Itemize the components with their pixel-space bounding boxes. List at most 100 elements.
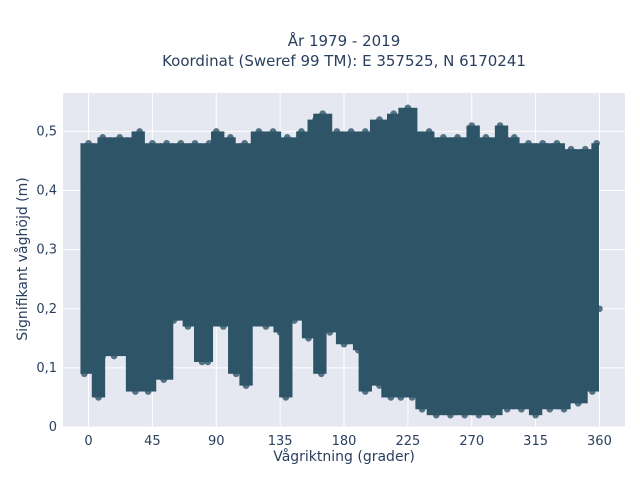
scatter-point [204,358,212,366]
y-tick-label: 0,1 [36,361,57,376]
scatter-point [198,358,206,366]
x-tick-label: 0 [84,434,92,449]
scatter-point [511,134,518,141]
scatter-point [88,346,95,354]
scatter-point [312,116,319,123]
scatter-cloud-segment [517,143,526,410]
scatter-cloud-segment [171,143,179,321]
scatter-cloud-segment [358,131,367,392]
scatter-point [149,139,156,147]
scatter-cloud-segment [142,143,151,392]
scatter-cloud-segment [324,113,333,333]
y-tick-label: 0,3 [36,243,57,258]
scatter-point [99,352,107,360]
scatter-point [142,311,149,318]
scatter-point [404,104,412,112]
scatter-point [95,394,102,401]
x-axis-label: Vågriktning (grader) [273,448,415,465]
scatter-point [546,405,554,413]
scatter-point [232,370,240,378]
scatter-point [127,139,135,147]
y-tick-label: 0,5 [36,124,57,139]
scatter-point [581,145,589,153]
x-tick-label: 225 [395,434,420,449]
scatter-point [461,411,468,419]
scatter-cloud-segment [165,143,174,380]
scatter-point [361,128,369,135]
scatter-cloud-segment [154,143,162,380]
scatter-cloud-segment [211,131,219,327]
scatter-point [319,110,327,117]
scatter-cloud-segment [80,143,89,374]
scatter-point [248,317,256,324]
scatter-point [387,394,395,401]
scatter-point [361,388,369,395]
x-tick-label: 180 [332,434,357,449]
scatter-cloud-segment [193,143,202,362]
scatter-point [503,405,511,413]
scatter-cloud-segment [341,131,350,345]
scatter-cloud-segment [296,131,304,321]
scatter-point [262,323,270,330]
scatter-cloud-segment [585,149,594,392]
scatter-point [468,122,476,129]
x-tick-label: 90 [208,434,225,449]
scatter-cloud-segment [290,137,299,321]
scatter-point [85,139,92,147]
scatter-cloud-segment [307,119,316,339]
scatter-point [593,139,600,147]
scatter-cloud-segment [318,113,327,374]
scatter-cloud-segment [267,131,276,327]
scatter-cloud-segment [188,143,196,327]
scatter-cloud-segment [455,137,463,416]
scatter-point [326,329,334,336]
scatter-point [496,122,504,129]
scatter-point [120,335,128,342]
scatter-point [116,134,124,141]
scatter-point [397,394,405,401]
scatter-cloud-segment [91,143,100,398]
scatter-cloud-segment [449,137,458,416]
scatter-point [383,364,390,372]
scatter-point [241,139,248,147]
scatter-cloud-segment [205,143,214,362]
scatter-point [482,134,490,141]
scatter-cloud-segment [511,137,520,410]
scatter-cloud-segment [284,137,293,398]
scatter-cloud-segment [540,143,548,410]
scatter-cloud-segment [432,137,441,416]
scatter-cloud-segment [369,119,378,386]
scatter-point [80,323,88,330]
scatter-cloud-segment [279,137,287,398]
x-tick-label: 315 [523,434,548,449]
scatter-cloud-segment [409,107,418,398]
scatter-point [102,340,109,348]
scatter-point [518,405,525,413]
scatter-point [539,139,546,147]
scatter-cloud-segment [330,131,338,333]
scatter-cloud-segment [381,119,389,398]
scatter-point [144,388,152,395]
scatter-cloud-segment [472,125,480,416]
scatter-cloud-segment [262,131,270,327]
scatter-point [567,145,575,153]
scatter-cloud-segment [528,143,537,416]
scatter-point [525,139,532,147]
scatter-cloud-segment [392,113,401,398]
scatter-point [161,370,169,378]
scatter-cloud-segment [97,137,106,398]
scatter-point [205,139,213,147]
scatter-cloud-segment [534,143,543,416]
scatter-cloud-segment [313,113,321,374]
x-tick-label: 270 [459,434,484,449]
scatter-cloud-segment [228,137,236,374]
scatter-cloud-segment [500,125,509,410]
scatter-points [80,104,603,419]
scatter-cloud-segment [404,107,412,398]
scatter-point [255,128,263,135]
scatter-point [489,411,497,419]
scatter-point [340,340,348,348]
scatter-density-cloud [80,107,600,416]
scatter-cloud-segment [364,131,372,392]
